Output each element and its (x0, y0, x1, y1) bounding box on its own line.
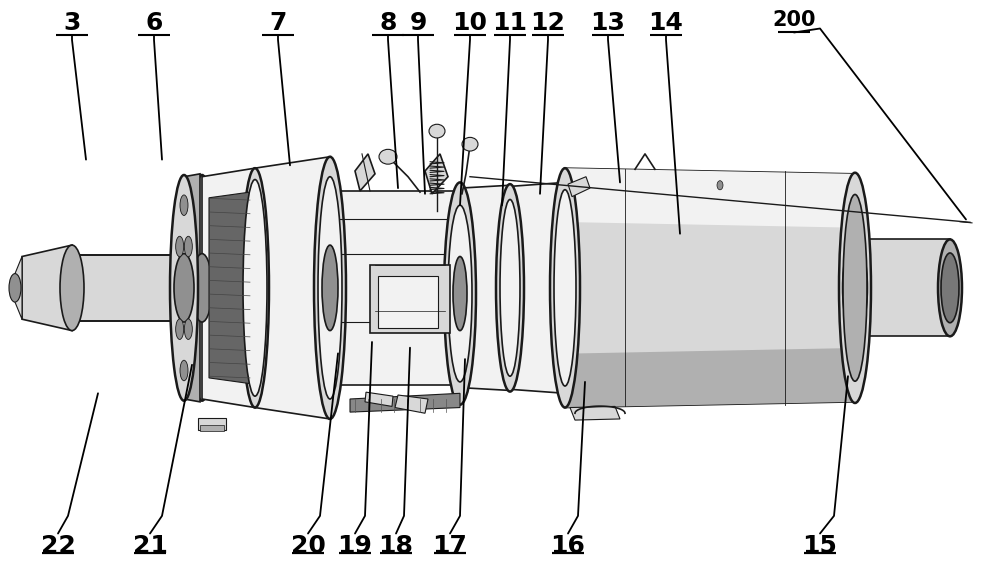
Polygon shape (565, 168, 855, 227)
Ellipse shape (462, 137, 478, 151)
Ellipse shape (555, 197, 575, 379)
Bar (378, 276, 438, 328)
Ellipse shape (379, 149, 397, 164)
Text: 11: 11 (492, 11, 528, 35)
Ellipse shape (192, 254, 212, 322)
Ellipse shape (170, 175, 198, 401)
Ellipse shape (184, 236, 192, 256)
Text: 16: 16 (551, 534, 585, 558)
Ellipse shape (500, 200, 520, 376)
Ellipse shape (938, 239, 962, 336)
Ellipse shape (717, 181, 723, 190)
Bar (855, 239, 950, 336)
Ellipse shape (174, 254, 194, 322)
Bar (330, 191, 460, 385)
Text: 7: 7 (269, 11, 287, 35)
Text: 22: 22 (41, 534, 75, 558)
Ellipse shape (453, 256, 467, 331)
Ellipse shape (554, 190, 576, 386)
Polygon shape (184, 174, 200, 402)
Ellipse shape (60, 245, 84, 331)
Ellipse shape (843, 239, 867, 336)
Bar (72, 255, 187, 321)
Bar (200, 425, 224, 431)
Polygon shape (255, 157, 330, 419)
Ellipse shape (429, 124, 445, 138)
Ellipse shape (318, 177, 342, 399)
Ellipse shape (496, 184, 524, 392)
Text: 14: 14 (649, 11, 683, 35)
Text: 8: 8 (379, 11, 397, 35)
Polygon shape (350, 393, 460, 412)
Ellipse shape (448, 205, 472, 382)
Ellipse shape (322, 245, 338, 331)
Ellipse shape (176, 319, 184, 339)
Ellipse shape (241, 168, 269, 408)
Polygon shape (460, 185, 510, 390)
Bar (370, 265, 450, 333)
Ellipse shape (941, 253, 959, 323)
Text: 3: 3 (63, 11, 81, 35)
Ellipse shape (314, 157, 346, 419)
Ellipse shape (243, 180, 267, 396)
Polygon shape (209, 192, 250, 384)
Text: 10: 10 (452, 11, 488, 35)
Ellipse shape (444, 182, 476, 405)
Ellipse shape (180, 195, 188, 215)
Polygon shape (570, 406, 620, 420)
Polygon shape (425, 154, 448, 194)
Polygon shape (395, 395, 428, 413)
Text: 17: 17 (433, 534, 467, 558)
Text: 200: 200 (772, 10, 816, 30)
Text: 21: 21 (133, 534, 167, 558)
Ellipse shape (176, 236, 184, 256)
Ellipse shape (843, 194, 867, 381)
Bar (198, 418, 226, 430)
Text: 6: 6 (145, 11, 163, 35)
Polygon shape (568, 177, 590, 197)
Polygon shape (565, 348, 855, 408)
Polygon shape (202, 168, 255, 408)
Ellipse shape (180, 360, 188, 381)
Polygon shape (510, 182, 565, 393)
Text: 13: 13 (591, 11, 625, 35)
Polygon shape (365, 392, 393, 406)
Ellipse shape (551, 182, 579, 393)
Ellipse shape (188, 175, 216, 401)
Text: 19: 19 (338, 534, 372, 558)
Ellipse shape (550, 168, 580, 408)
Text: 9: 9 (409, 11, 427, 35)
Ellipse shape (9, 274, 21, 302)
Text: 20: 20 (291, 534, 325, 558)
Polygon shape (15, 256, 22, 319)
Polygon shape (565, 168, 855, 408)
Polygon shape (22, 245, 72, 331)
Ellipse shape (839, 173, 871, 403)
Text: 12: 12 (531, 11, 565, 35)
Polygon shape (355, 154, 375, 191)
Text: 15: 15 (803, 534, 837, 558)
Ellipse shape (184, 319, 192, 339)
Text: 18: 18 (379, 534, 413, 558)
